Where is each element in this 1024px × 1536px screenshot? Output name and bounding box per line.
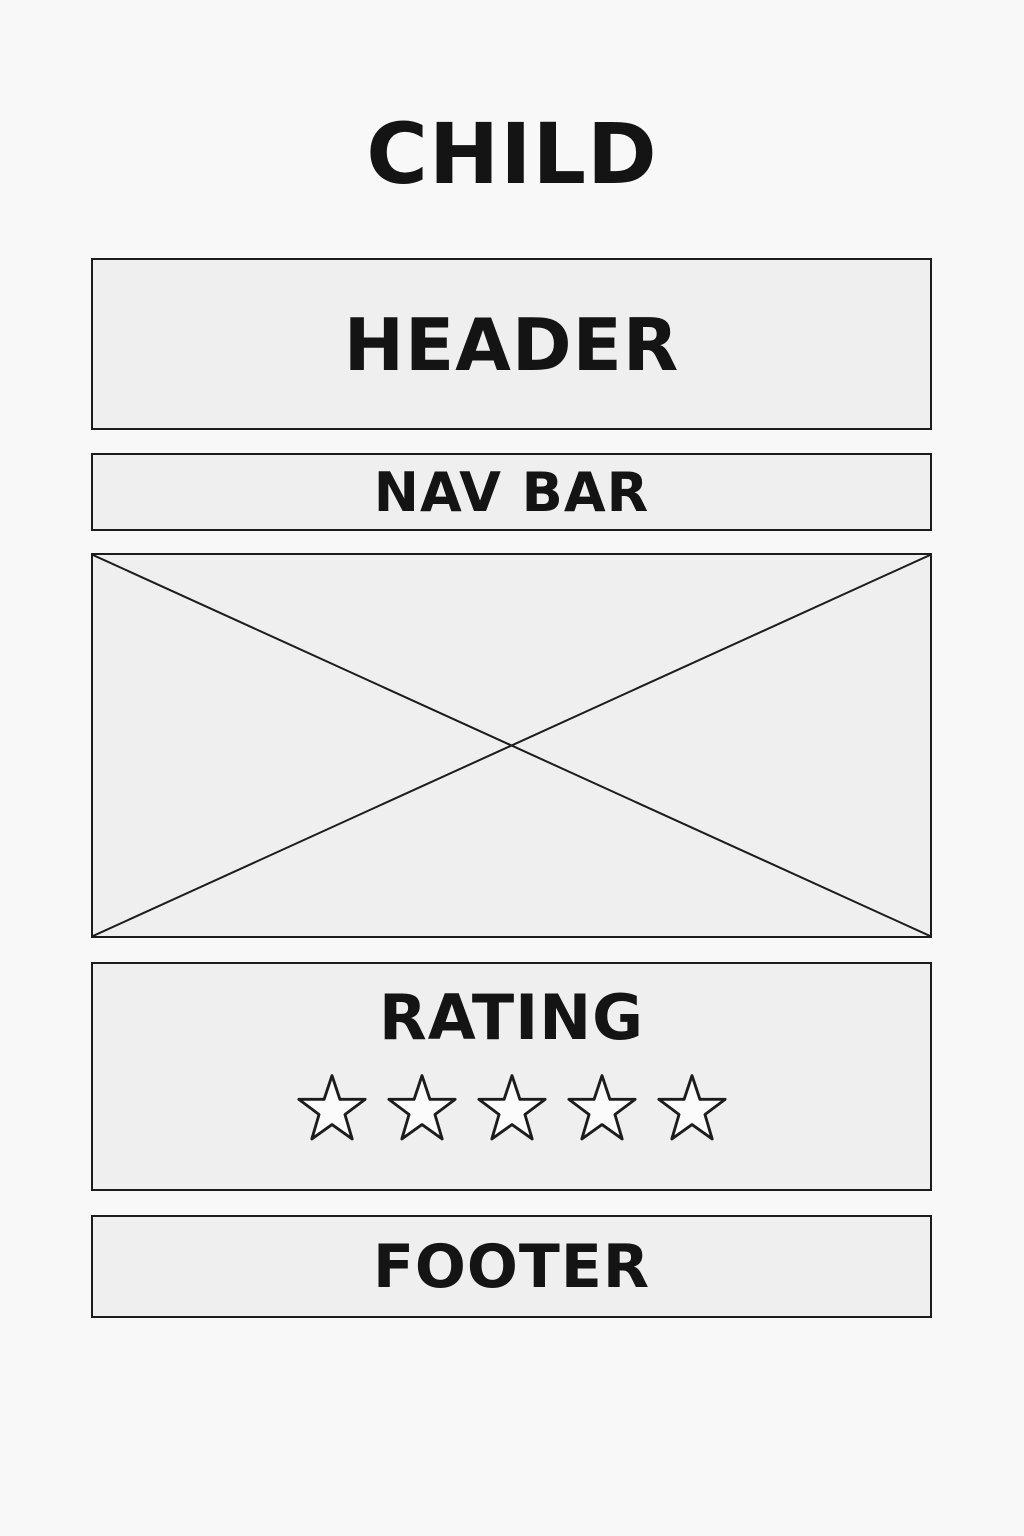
footer-section: FOOTER	[91, 1215, 932, 1318]
star-icon[interactable]	[476, 1072, 548, 1144]
image-placeholder	[91, 553, 932, 938]
page-title: CHILD	[366, 105, 658, 203]
image-placeholder-icon	[93, 555, 930, 936]
rating-section: RATING	[91, 962, 932, 1191]
header-label: HEADER	[343, 303, 680, 387]
star-icon[interactable]	[296, 1072, 368, 1144]
star-icon[interactable]	[656, 1072, 728, 1144]
nav-bar[interactable]: NAV BAR	[91, 453, 932, 531]
rating-label: RATING	[378, 981, 645, 1054]
header-section: HEADER	[91, 258, 932, 430]
star-icon[interactable]	[386, 1072, 458, 1144]
footer-label: FOOTER	[372, 1232, 651, 1302]
star-rating[interactable]	[93, 1072, 930, 1144]
nav-bar-label: NAV BAR	[373, 461, 650, 524]
star-icon[interactable]	[566, 1072, 638, 1144]
